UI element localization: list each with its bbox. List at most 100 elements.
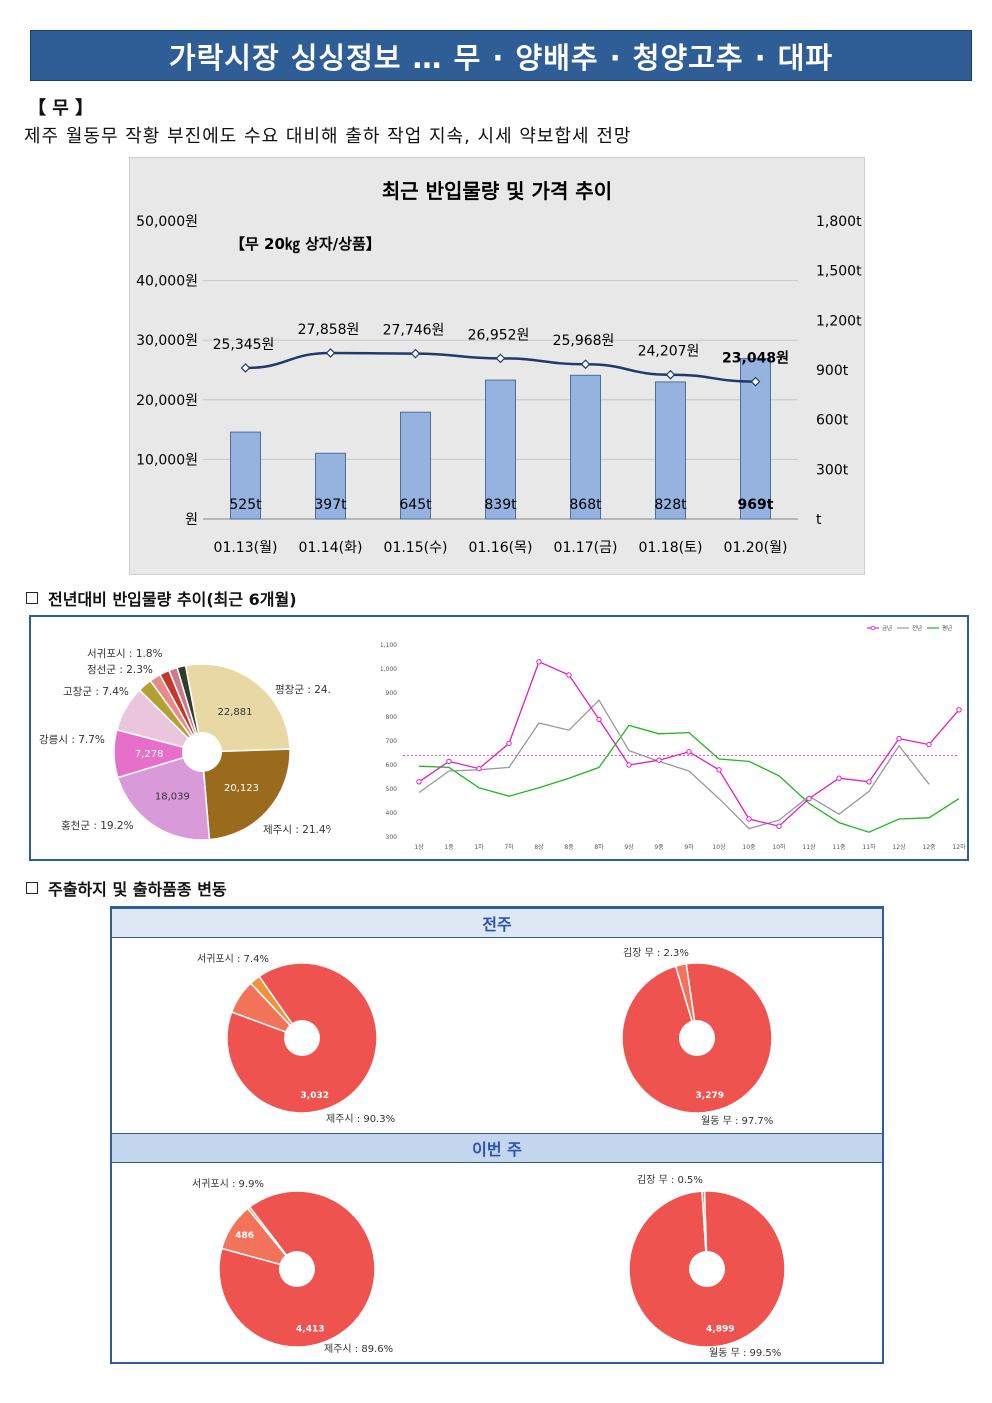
origin-pie-label: 고창군 : 7.4% <box>63 686 129 698</box>
page-banner: 가락시장 싱싱정보 … 무 · 양배추 · 청양고추 · 대파 <box>30 30 972 81</box>
price-label: 26,952원 <box>468 327 530 343</box>
category-label: 01.16(목) <box>469 540 533 556</box>
line-chart-xtick: 10중 <box>742 844 756 851</box>
week-pie-label: 서귀포시 : 7.4% <box>197 953 269 965</box>
chart-annotation: 【무 20㎏ 상자/상품】 <box>230 235 381 254</box>
right-axis-tick: 300t <box>816 462 849 478</box>
line-chart-xtick: 11중 <box>832 844 846 851</box>
line-series-marker <box>506 740 512 747</box>
week-pie-label: 제주시 : 89.6% <box>324 1343 393 1355</box>
category-label: 01.13(월) <box>214 540 278 556</box>
line-chart-xtick: 12중 <box>922 844 936 851</box>
price-label: 27,858원 <box>298 322 360 338</box>
week-pie-label: 월동 무 : 99.5% <box>709 1347 781 1359</box>
checkbox-square-icon <box>26 882 38 894</box>
week-pie-hole <box>284 1020 320 1056</box>
category-label: 01.20(월) <box>724 540 788 556</box>
right-axis-tick: 600t <box>816 413 849 429</box>
week-pie-label: 김장 무 : 0.5% <box>637 1174 703 1186</box>
line-series-3 <box>418 724 960 833</box>
arrival-bar-label: 397t <box>314 497 347 513</box>
right-axis-tick: 1,200t <box>816 313 862 329</box>
line-chart-ytick: 600 <box>386 762 398 769</box>
price-label: 23,048원 <box>722 351 789 367</box>
line-chart-xtick: 12상 <box>892 843 906 851</box>
origin-pie-value: 20,123 <box>224 783 259 794</box>
origin-pie-label: 강릉시 : 7.7% <box>39 734 105 746</box>
arrival-bar-label: 969t <box>738 497 774 513</box>
origin-variety-box: 전주 3,032 제주시 : 90.3% 서귀포시 : 7.4% 3,279 월동 무… <box>110 906 884 1364</box>
legend-marker <box>870 625 876 631</box>
right-axis-tick: 1,500t <box>816 264 862 280</box>
line-series-marker <box>896 735 902 742</box>
origin-pie-label: 서귀포시 : 1.8% <box>87 648 163 660</box>
line-chart-xtick: 9중 <box>654 844 664 851</box>
line-chart-ytick: 800 <box>386 714 398 721</box>
line-series-marker <box>626 762 632 768</box>
arrival-bar <box>400 411 431 520</box>
line-chart-xtick: 8상 <box>534 843 544 851</box>
line-chart-ytick: 900 <box>386 690 398 697</box>
yearly-comparison-box: 22,881 평창군 : 24.3% 20,123 제주시 : 21.4% 18,039… <box>29 615 969 861</box>
line-chart-ytick: 400 <box>386 810 398 817</box>
price-label: 24,207원 <box>638 344 700 360</box>
origin-pie-chart: 22,881 평창군 : 24.3% 20,123 제주시 : 21.4% 18,039… <box>39 648 331 841</box>
line-chart-ytick: 700 <box>386 738 398 745</box>
yearly-line-chart: 300 400 500 600 700 800 900 1,000 1,100 1상 1중 1하 7하 8… <box>380 624 966 851</box>
origin-pie-value: 7,278 <box>135 749 164 760</box>
week-pie-label: 서귀포시 : 9.9% <box>192 1178 264 1190</box>
line-chart-xtick: 9상 <box>624 843 634 851</box>
arrival-bar-label: 839t <box>484 497 517 513</box>
price-marker <box>325 348 336 358</box>
price-marker <box>750 376 761 387</box>
arrival-bar-label: 828t <box>654 497 687 513</box>
line-series-marker <box>566 672 572 678</box>
line-series-1 <box>418 660 960 827</box>
arrival-bar <box>570 374 601 520</box>
origin-pie-slice <box>176 664 203 753</box>
line-chart-xtick: 9하 <box>684 843 694 851</box>
line-series-marker <box>956 707 962 713</box>
origin-pie-value: 18,039 <box>155 792 190 803</box>
section-summary: 제주 월동무 작황 부진에도 수요 대비해 출하 작업 지속, 시세 약보합세 … <box>24 126 632 147</box>
line-chart-xtick: 10상 <box>712 843 726 851</box>
legend-label: 금년 <box>882 624 892 632</box>
week-pie-slice <box>701 1190 708 1270</box>
line-series-marker <box>686 749 692 755</box>
line-chart-xtick: 8하 <box>594 843 604 851</box>
line-chart-xtick: 11상 <box>802 843 816 851</box>
week-pie-value: 486 <box>235 1231 254 1241</box>
origin-pie-slice <box>184 663 291 753</box>
origin-pie-label: 홍천군 : 19.2% <box>61 819 134 832</box>
line-chart-xtick: 1하 <box>474 843 484 851</box>
week-pie-label: 김장 무 : 2.3% <box>623 947 689 959</box>
origin-pie-value: 22,881 <box>217 707 252 718</box>
left-axis-tick: 40,000원 <box>136 274 198 290</box>
arrival-bar-label: 645t <box>399 497 432 513</box>
line-series-marker <box>656 757 662 763</box>
line-series-marker <box>866 779 872 785</box>
chart-title: 최근 반입물량 및 가격 추이 <box>382 179 612 203</box>
line-chart-ytick: 1,000 <box>380 666 397 673</box>
category-label: 01.17(금) <box>554 540 618 556</box>
line-series-marker <box>836 775 842 781</box>
this-week-variety-pie: 4,899 월동 무 : 99.5% 김장 무 : 0.5% <box>628 1174 786 1359</box>
week-pie-hole <box>279 1251 315 1287</box>
price-label: 27,746원 <box>383 323 445 339</box>
arrival-bar-label: 868t <box>569 497 602 513</box>
legend-label: 전년 <box>912 624 922 632</box>
price-marker <box>495 353 506 364</box>
price-label: 25,968원 <box>553 333 615 349</box>
line-chart-ytick: 500 <box>386 786 398 793</box>
category-label: 01.15(수) <box>384 540 448 556</box>
line-chart-ytick: 300 <box>386 834 398 841</box>
line-chart-xtick: 1중 <box>444 844 454 851</box>
left-axis-tick: 10,000원 <box>136 452 198 468</box>
header-this-week-label: 이번 주 <box>472 1140 522 1159</box>
line-chart-xtick: 8중 <box>564 844 574 851</box>
banner-title: 가락시장 싱싱정보 … 무 · 양배추 · 청양고추 · 대파 <box>168 40 834 75</box>
line-series-marker <box>776 823 782 829</box>
arrival-price-chart-svg: 최근 반입물량 및 가격 추이 【무 20㎏ 상자/상품】 50,000원 40,00… <box>136 179 862 556</box>
left-axis-tick: 30,000원 <box>136 333 198 349</box>
